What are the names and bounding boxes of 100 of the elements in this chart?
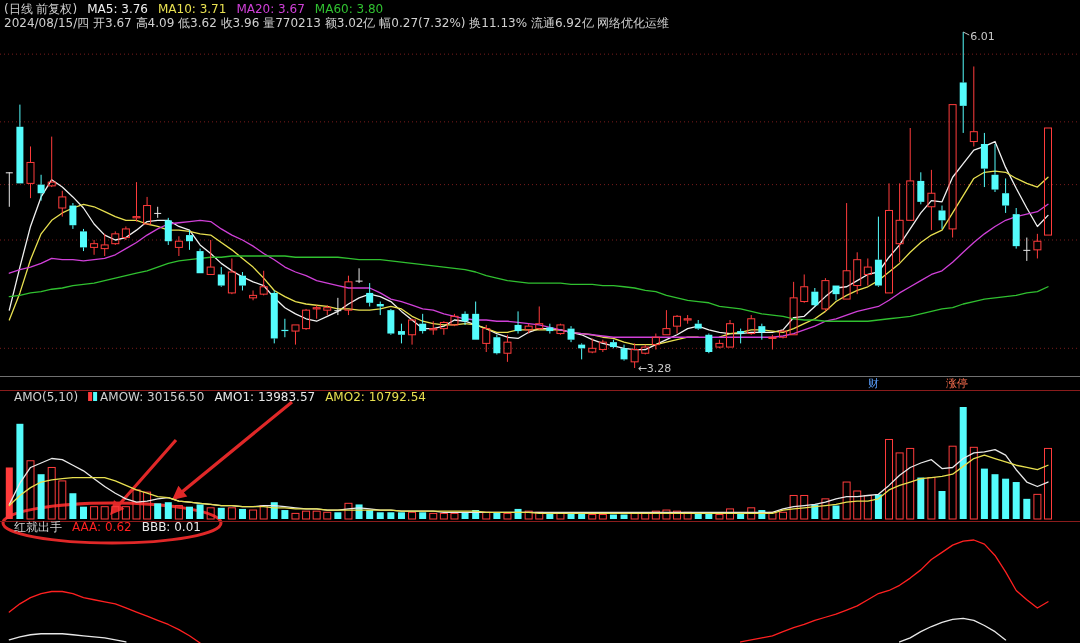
bar bbox=[598, 514, 607, 520]
annotation: ←3.28 bbox=[637, 362, 672, 375]
bar bbox=[302, 510, 311, 520]
bar bbox=[281, 510, 289, 519]
bar bbox=[334, 512, 342, 519]
legend: AMO1: 13983.57 bbox=[214, 390, 316, 404]
bar bbox=[715, 514, 724, 520]
legend: AAA: 0.62 bbox=[72, 520, 132, 534]
legend: MA60: 3.80 bbox=[314, 2, 384, 16]
bar bbox=[768, 511, 777, 520]
bar bbox=[206, 507, 215, 520]
bar bbox=[143, 491, 152, 520]
annotation: 财 bbox=[868, 377, 879, 390]
bar bbox=[588, 514, 597, 520]
bar bbox=[683, 511, 692, 520]
bar bbox=[630, 512, 639, 520]
legend: MA10: 3.71 bbox=[157, 2, 227, 16]
bar bbox=[556, 512, 565, 520]
bar bbox=[121, 506, 130, 520]
bar bbox=[1012, 482, 1020, 519]
bar bbox=[69, 493, 77, 519]
bar bbox=[503, 512, 512, 520]
annotation: 6.01 bbox=[970, 30, 995, 43]
bar bbox=[312, 510, 321, 520]
bar bbox=[227, 507, 236, 520]
annotation: 涨停 bbox=[946, 377, 968, 390]
title: AMO(5,10) bbox=[14, 390, 79, 404]
legend: MA20: 3.67 bbox=[236, 2, 305, 16]
bar bbox=[376, 512, 384, 519]
bar bbox=[482, 511, 491, 520]
bar bbox=[885, 438, 894, 520]
bar bbox=[37, 474, 45, 519]
bar bbox=[408, 511, 417, 520]
bar bbox=[111, 506, 120, 520]
bar bbox=[917, 477, 925, 519]
bar bbox=[535, 511, 544, 520]
bar bbox=[387, 512, 395, 519]
bar bbox=[651, 510, 660, 520]
bar bbox=[164, 502, 172, 519]
bar bbox=[323, 511, 332, 520]
bar bbox=[895, 452, 904, 520]
bar bbox=[1044, 447, 1052, 520]
bar bbox=[16, 423, 24, 519]
bar bbox=[662, 509, 671, 520]
bar bbox=[291, 512, 300, 520]
bar bbox=[1023, 498, 1031, 519]
title: 红就出手 bbox=[14, 520, 62, 534]
bar bbox=[927, 477, 936, 520]
bar bbox=[90, 506, 99, 520]
bar bbox=[874, 494, 882, 519]
bar bbox=[980, 468, 988, 519]
bar bbox=[800, 494, 809, 520]
bar bbox=[429, 512, 438, 520]
bar bbox=[5, 467, 13, 519]
bar bbox=[863, 494, 872, 520]
bar bbox=[1033, 493, 1042, 520]
subtitle: 2024/08/15/四 开3.67 高4.09 低3.62 收3.96 量770213 额3.02亿 幅0.27(7.32%) 换11.13% 流通6.92亿 网络优化运维 bbox=[4, 16, 670, 30]
bar bbox=[397, 512, 405, 519]
bar bbox=[991, 474, 999, 519]
bar bbox=[524, 510, 533, 520]
bar bbox=[609, 514, 617, 519]
bar bbox=[620, 514, 628, 519]
bar bbox=[132, 489, 141, 520]
bar bbox=[789, 494, 798, 520]
bar bbox=[747, 507, 756, 520]
bar bbox=[249, 509, 258, 520]
bar bbox=[47, 466, 56, 520]
bar bbox=[641, 512, 650, 520]
bar bbox=[58, 480, 67, 520]
bar bbox=[832, 505, 840, 519]
legend: AMOW: 30156.50 bbox=[100, 390, 205, 404]
bar bbox=[26, 460, 35, 520]
bar bbox=[196, 504, 204, 519]
legend: BBB: 0.01 bbox=[141, 520, 201, 534]
legend: AMO2: 10792.54 bbox=[325, 390, 426, 404]
bar bbox=[79, 506, 87, 519]
bar bbox=[938, 491, 946, 519]
bar bbox=[100, 506, 109, 520]
bar bbox=[344, 502, 353, 520]
bar bbox=[238, 508, 246, 519]
bar bbox=[154, 503, 162, 519]
bar bbox=[779, 511, 788, 520]
bar bbox=[1002, 478, 1010, 519]
title: (日线 前复权) bbox=[4, 2, 78, 16]
bar bbox=[217, 507, 225, 519]
bar bbox=[969, 446, 978, 520]
bar bbox=[906, 447, 915, 520]
bar bbox=[174, 505, 183, 520]
legend: MA5: 3.76 bbox=[87, 2, 148, 16]
bar bbox=[726, 508, 735, 520]
bar bbox=[821, 498, 830, 520]
bar bbox=[842, 481, 851, 520]
bar bbox=[450, 512, 459, 520]
bar bbox=[853, 490, 862, 520]
bar bbox=[419, 512, 427, 519]
bar bbox=[673, 510, 682, 520]
bar bbox=[439, 512, 448, 520]
bar bbox=[959, 407, 967, 519]
bar bbox=[948, 445, 957, 520]
bar bbox=[185, 506, 193, 519]
